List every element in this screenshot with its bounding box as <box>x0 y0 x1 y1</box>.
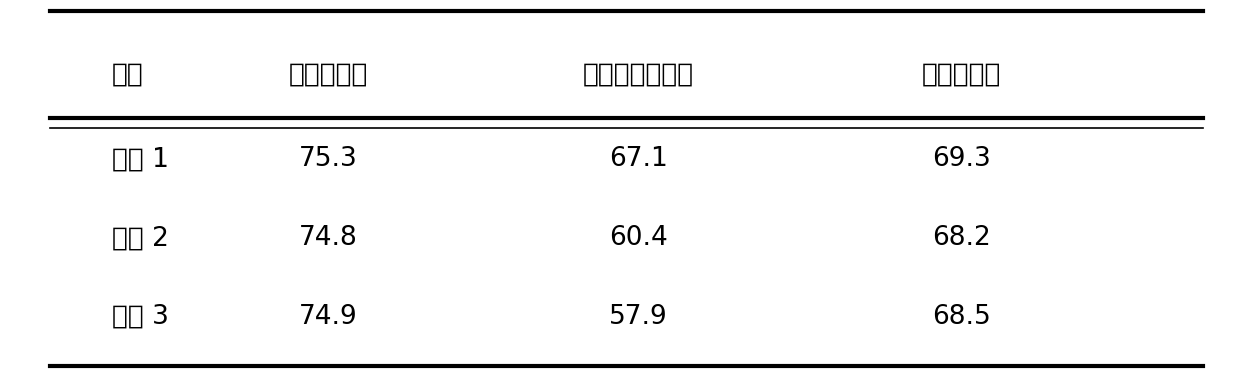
Text: 75.3: 75.3 <box>299 146 358 172</box>
Text: 实验 2: 实验 2 <box>112 225 169 251</box>
Text: 实验 1: 实验 1 <box>112 146 169 172</box>
Text: 本发明方法: 本发明方法 <box>289 62 368 88</box>
Text: 74.9: 74.9 <box>299 304 358 330</box>
Text: 57.9: 57.9 <box>609 304 668 330</box>
Text: 60.4: 60.4 <box>609 225 668 251</box>
Text: 实验 3: 实验 3 <box>112 304 169 330</box>
Text: 74.8: 74.8 <box>299 225 358 251</box>
Text: 传统结晶紫方法: 传统结晶紫方法 <box>583 62 694 88</box>
Text: 68.2: 68.2 <box>931 225 991 251</box>
Text: 传统荧光法: 传统荧光法 <box>921 62 1001 88</box>
Text: 69.3: 69.3 <box>931 146 991 172</box>
Text: 67.1: 67.1 <box>609 146 668 172</box>
Text: 方法: 方法 <box>112 62 144 88</box>
Text: 68.5: 68.5 <box>931 304 991 330</box>
